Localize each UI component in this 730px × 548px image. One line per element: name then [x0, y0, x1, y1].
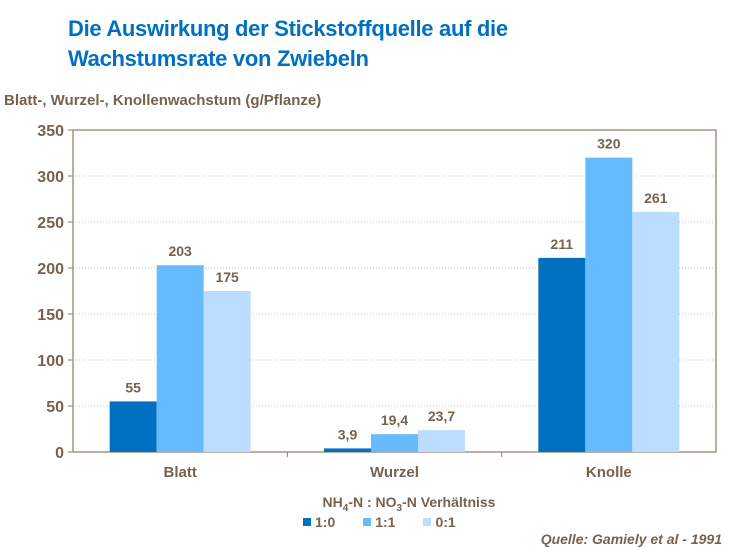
- bar: [538, 257, 586, 452]
- data-label: 55: [125, 379, 141, 395]
- legend-item: 1:0: [303, 514, 335, 530]
- bar: [371, 434, 418, 452]
- x-tick-label: Wurzel: [370, 464, 419, 481]
- data-label: 203: [168, 243, 192, 259]
- y-tick-label: 200: [37, 261, 64, 278]
- y-tick-label: 150: [37, 307, 64, 324]
- legend-swatch: [363, 518, 372, 526]
- bar: [324, 448, 371, 452]
- legend: 1:0 1:1 0:1: [303, 514, 456, 530]
- legend-swatch: [303, 518, 311, 526]
- data-label: 3,9: [338, 426, 358, 442]
- title-line-2: Wachstumsrate von Zwiebeln: [68, 46, 369, 71]
- bar: [203, 291, 251, 452]
- title-line-1: Die Auswirkung der Stickstoffquelle auf …: [68, 16, 508, 41]
- legend-item: 1:1: [363, 514, 395, 530]
- data-label: 19,4: [381, 412, 408, 428]
- y-tick-label: 50: [46, 399, 64, 416]
- x-tick-label: Blatt: [163, 464, 196, 481]
- legend-item: 0:1: [423, 514, 456, 530]
- y-tick-label: 100: [37, 353, 64, 370]
- bar: [109, 401, 157, 452]
- source-note: Quelle: Gamiely et al - 1991: [540, 531, 722, 547]
- x-tick-label: Knolle: [586, 464, 632, 481]
- legend-swatch: [423, 518, 432, 526]
- chart-title: Die Auswirkung der Stickstoffquelle auf …: [68, 14, 508, 74]
- data-label: 23,7: [428, 408, 455, 424]
- bar: [632, 211, 680, 452]
- legend-title: NH4-N : NO3-N Verhältniss: [322, 494, 496, 514]
- y-tick-label: 350: [37, 123, 64, 140]
- data-label: 261: [644, 190, 668, 206]
- y-tick-label: 250: [37, 215, 64, 232]
- data-label: 175: [215, 269, 239, 285]
- y-tick-label: 0: [55, 445, 64, 462]
- y-axis-label: Blatt-, Wurzel-, Knollenwachstum (g/Pfla…: [4, 92, 322, 109]
- data-label: 211: [551, 236, 574, 252]
- bar: [418, 430, 465, 452]
- y-tick-label: 300: [37, 169, 64, 186]
- data-label: 320: [597, 136, 621, 152]
- bar: [156, 265, 204, 452]
- bar: [585, 157, 633, 452]
